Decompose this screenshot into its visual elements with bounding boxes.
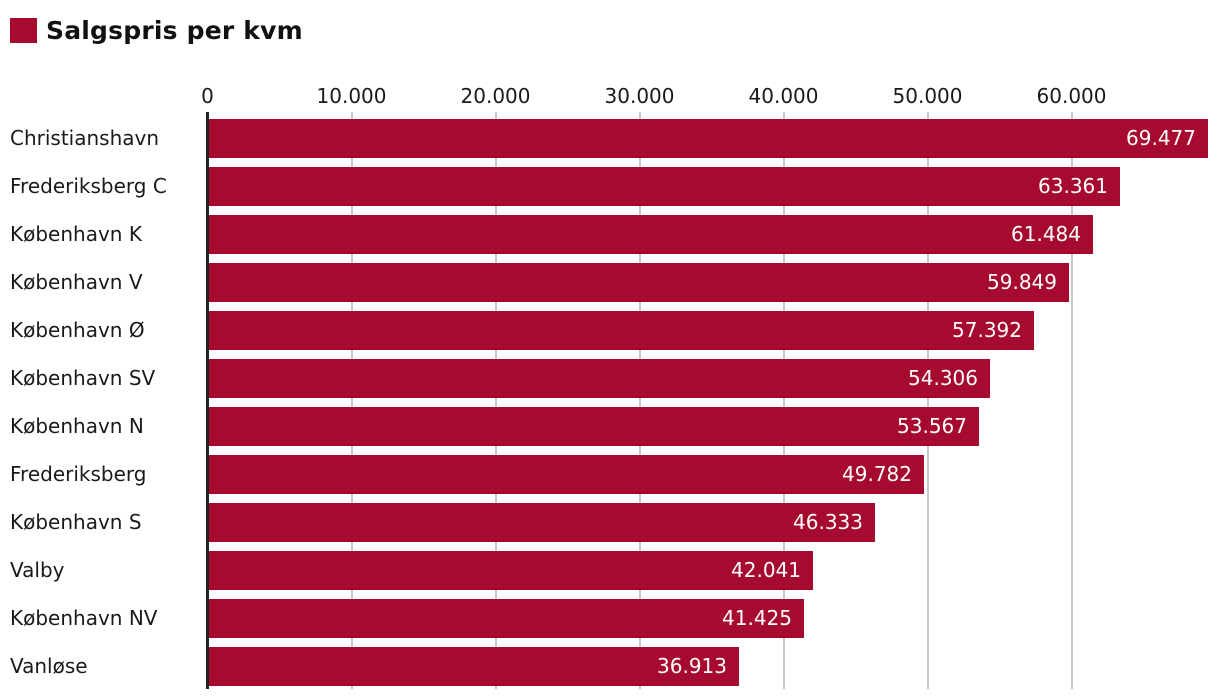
bar-value-label: 61.484	[1011, 222, 1081, 246]
y-axis-line	[206, 112, 209, 689]
bar: 59.849	[209, 263, 1069, 302]
chart-title: Salgspris per kvm	[46, 16, 303, 45]
bar-value-label: 69.477	[1126, 126, 1196, 150]
category-label: København N	[10, 414, 144, 438]
category-label: København V	[10, 270, 143, 294]
legend-swatch	[10, 18, 37, 43]
x-tick-label: 60.000	[1036, 84, 1107, 108]
category-label: København S	[10, 510, 142, 534]
x-tick-label: 50.000	[892, 84, 963, 108]
category-label: Valby	[10, 558, 65, 582]
bar-value-label: 36.913	[657, 654, 727, 678]
bar: 63.361	[209, 167, 1120, 206]
category-label: Frederiksberg	[10, 462, 147, 486]
chart-header: Salgspris per kvm	[10, 16, 303, 45]
x-tick-label: 0	[201, 84, 214, 108]
gridline	[494, 112, 497, 689]
bar: 36.913	[209, 647, 739, 686]
plot-area: 69.477 Christianshavn 63.361 Frederiksberg …	[0, 112, 1220, 689]
bar-value-label: 57.392	[952, 318, 1022, 342]
bar: 41.425	[209, 599, 804, 638]
x-tick-label: 40.000	[748, 84, 819, 108]
bar-value-label: 42.041	[731, 558, 801, 582]
category-label: København K	[10, 222, 142, 246]
x-tick-label: 10.000	[316, 84, 387, 108]
gridline	[1070, 112, 1073, 689]
bar: 61.484	[209, 215, 1093, 254]
x-axis: 0 10.000 20.000 30.000 40.000 50.000 60.000	[0, 82, 1220, 110]
bar-value-label: 53.567	[897, 414, 967, 438]
category-label: København NV	[10, 606, 158, 630]
bar: 49.782	[209, 455, 924, 494]
bar: 57.392	[209, 311, 1034, 350]
bar-value-label: 46.333	[793, 510, 863, 534]
category-label: København Ø	[10, 318, 145, 342]
x-tick-label: 30.000	[604, 84, 675, 108]
bar-value-label: 41.425	[722, 606, 792, 630]
category-label: Vanløse	[10, 654, 88, 678]
gridline	[350, 112, 353, 689]
x-tick-label: 20.000	[460, 84, 531, 108]
bar: 53.567	[209, 407, 979, 446]
bar-value-label: 63.361	[1038, 174, 1108, 198]
bar: 69.477	[209, 119, 1208, 158]
bar-value-label: 59.849	[987, 270, 1057, 294]
bar: 42.041	[209, 551, 813, 590]
bar-value-label: 49.782	[842, 462, 912, 486]
bar: 54.306	[209, 359, 990, 398]
bar: 46.333	[209, 503, 875, 542]
category-label: København SV	[10, 366, 156, 390]
category-label: Christianshavn	[10, 126, 160, 150]
category-label: Frederiksberg C	[10, 174, 167, 198]
gridline	[638, 112, 641, 689]
gridline	[782, 112, 785, 689]
bar-value-label: 54.306	[908, 366, 978, 390]
gridline	[926, 112, 929, 689]
